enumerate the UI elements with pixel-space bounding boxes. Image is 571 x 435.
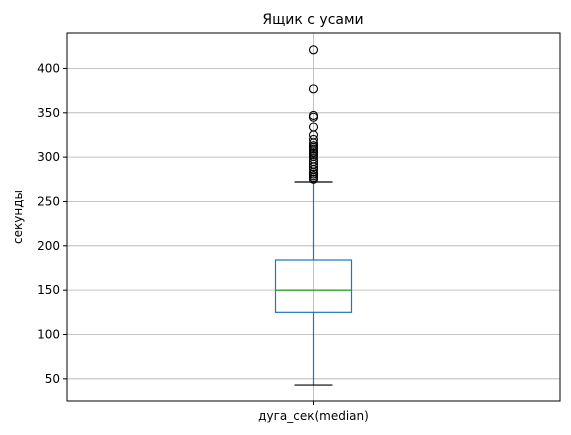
y-tick-label: 200 [37,239,60,253]
x-tick-label: дуга_сек(median) [258,409,369,423]
plot-frame [66,32,561,402]
x-axis: дуга_сек(median) [258,401,369,423]
y-tick-label: 100 [37,327,60,341]
outlier-point [308,110,319,121]
y-tick-label: 350 [37,106,60,120]
y-tick-label: 400 [37,61,60,75]
plot-marks [274,45,353,386]
y-tick-label: 50 [45,372,60,386]
outlier-point [308,122,319,132]
outlier-point [308,84,319,94]
iqr-box [274,259,353,313]
outlier-point [308,157,319,167]
outlier-point [308,134,319,144]
y-tick-label: 300 [37,150,60,164]
chart-title: Ящик с усами [262,12,363,28]
y-tick-label: 150 [37,283,60,297]
outlier-point [308,141,319,151]
outlier-point [308,45,319,55]
y-tick-label: 250 [37,194,60,208]
y-axis: 50 100 150 200 250 300 350 400 [37,61,67,386]
y-axis-label: секунды [11,190,25,244]
